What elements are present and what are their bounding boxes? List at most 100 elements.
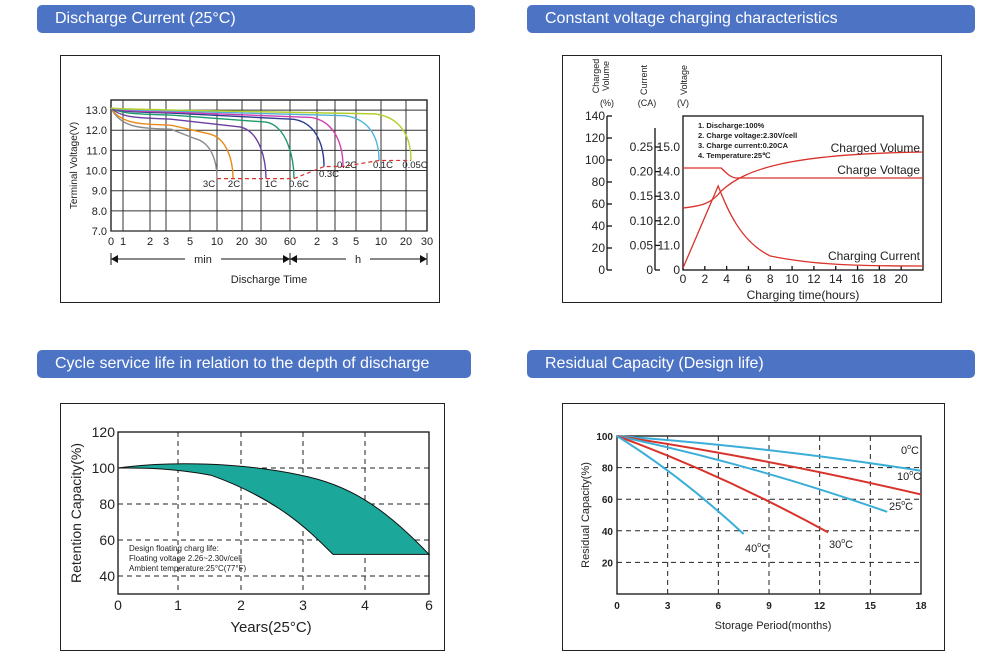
x-tick-label: 1 xyxy=(174,597,182,613)
axis2-tick-label: 0.20 xyxy=(630,165,654,179)
y-axis-label: Residual Capacity(%) xyxy=(580,462,592,568)
axis1-tick-label: 80 xyxy=(592,175,606,189)
y-tick-label: 60 xyxy=(99,532,115,548)
x-tick-label: 9 xyxy=(766,601,772,612)
x-tick-label: 3 xyxy=(665,601,671,612)
discharge-curve-2C xyxy=(110,107,234,179)
axis3-title: Voltage xyxy=(679,65,689,95)
celsius-sign: C xyxy=(761,543,769,555)
charging-chart: 02040608010012014000.050.100.150.200.250… xyxy=(585,59,924,302)
y-tick-label: 13.0 xyxy=(86,105,107,117)
x-tick-label: 14 xyxy=(829,272,843,286)
plot-frame xyxy=(682,115,924,271)
x-tick-label: 20 xyxy=(895,272,909,286)
residual-chart: 20 40 60 80 100 0 3 6 9 12 15 18 Residual Capacity(%… xyxy=(580,432,927,632)
curve-charging-current xyxy=(682,184,924,269)
x-tick-label: 6 xyxy=(745,272,752,286)
y-axis-label: Retention Capacity(%) xyxy=(68,443,84,583)
celsius-sign: C xyxy=(905,501,913,513)
y-tick-label: 8.0 xyxy=(92,206,107,218)
plot-frame xyxy=(616,435,922,595)
residual-curve-10 xyxy=(616,435,922,496)
y-tick-label: 40 xyxy=(99,568,115,584)
x-tick-label: 30 xyxy=(421,236,433,248)
plot-frame xyxy=(117,431,430,595)
axis1-title-b: Volume xyxy=(601,61,611,91)
axis3-tick-label: 15.0 xyxy=(657,140,681,154)
y-tick-label: 9.0 xyxy=(92,186,107,198)
axis1-tick-label: 140 xyxy=(585,109,605,123)
x-axis-label: Years(25°C) xyxy=(230,619,311,636)
discharge-curve-3C xyxy=(110,107,218,179)
y-tick-label: 10.0 xyxy=(86,166,107,178)
axis3-tick-label: 12.0 xyxy=(657,214,681,228)
y-axis-label: Terminal Voltage(V) xyxy=(69,122,80,209)
cycle-chart-panel: 40 60 80 100 120 0 1 2 3 4 6 Retention Capacity(%) Y… xyxy=(60,403,445,651)
curve-label: 0.6C xyxy=(289,179,309,190)
series-label-charging-current: Charging Current xyxy=(828,249,921,263)
x-axis-label: Charging time(hours) xyxy=(747,288,860,302)
header-discharge-current: Discharge Current (25°C) xyxy=(37,5,475,33)
axis2-tick-label: 0 xyxy=(646,263,653,277)
x-tick-label: 6 xyxy=(425,597,433,613)
retention-band xyxy=(117,463,431,555)
x-tick-label: 16 xyxy=(851,272,865,286)
axis2-tick-label: 0.10 xyxy=(630,214,654,228)
axis1-tick-label: 120 xyxy=(585,131,605,145)
x-tick-label: 0 xyxy=(680,272,687,286)
x-tick-label: 10 xyxy=(211,236,223,248)
condition-text: 2. Charge voltage:2.30V/cell xyxy=(698,131,797,140)
curve-label: 0.3C xyxy=(319,169,339,180)
curve-charged-volume xyxy=(682,151,924,209)
header-charging-title: Constant voltage charging characteristic… xyxy=(545,10,838,27)
x-tick-label: 10 xyxy=(785,272,799,286)
axis3-tick-label: 14.0 xyxy=(657,165,681,179)
x-tick-label: 3 xyxy=(299,597,307,613)
group-label-h: h xyxy=(355,254,361,266)
header-residual-title: Residual Capacity (Design life) xyxy=(545,355,764,372)
curve-charge-voltage xyxy=(683,167,923,179)
temp-label-0: 0oC xyxy=(901,444,919,457)
axis3-tick-label: 11.0 xyxy=(658,238,681,252)
discharge-curve-0.1C xyxy=(110,107,380,161)
y-tick-label: 80 xyxy=(99,496,115,512)
discharge-chart: 7.08.09.010.011.012.013.00 1 2 3 5 10 20 30 60 2 3… xyxy=(69,99,433,286)
y-tick-label: 100 xyxy=(92,460,116,476)
charging-chart-panel: 0 20 40 60 80 100 120 140 0 0.05 0.10 0.15 0.20 0.25 0… xyxy=(562,55,942,303)
condition-text: 4. Temperature:25℃ xyxy=(698,151,771,160)
note-text: Floating voltage 2.26~2.30v/cell xyxy=(129,554,242,563)
header-residual: Residual Capacity (Design life) xyxy=(527,350,975,378)
curve-label: 3C xyxy=(203,179,215,190)
degree-sign: o xyxy=(909,470,913,477)
x-tick-label: 60 xyxy=(284,236,296,248)
axis2-tick-label: 0.15 xyxy=(630,189,654,203)
curve-label: 0.1C xyxy=(373,160,393,171)
x-axis-label: Discharge Time xyxy=(231,274,307,286)
discharge-curve-0.2C xyxy=(110,107,344,167)
y-tick-label: 60 xyxy=(602,495,614,506)
temp-label-10: 10oC xyxy=(897,470,921,483)
axis1-tick-label: 40 xyxy=(592,219,606,233)
y-tick-label: 100 xyxy=(596,432,613,443)
x-tick-label: 3 xyxy=(332,236,338,248)
x-tick-label: 12 xyxy=(814,601,826,612)
condition-text: 3. Charge current:0.20CA xyxy=(698,141,789,150)
y-tick-label: 80 xyxy=(602,464,614,475)
degree-sign: o xyxy=(757,542,761,549)
degree-sign: o xyxy=(841,538,845,545)
group-label-min: min xyxy=(194,254,212,266)
label-bg xyxy=(346,252,370,266)
x-tick-label: 10 xyxy=(375,236,387,248)
axis1-unit: (%) xyxy=(600,98,614,108)
x-tick-label: 0 xyxy=(114,597,122,613)
discharge-curve-0.6C xyxy=(110,107,295,179)
residual-curve-0 xyxy=(616,435,922,472)
x-tick-label: 1 xyxy=(120,236,126,248)
residual-curve-25 xyxy=(616,435,888,513)
x-axis-label: Storage Period(months) xyxy=(715,620,832,632)
series-label-charged-volume: Charged Volume xyxy=(831,141,921,155)
curve-label: 0.2C xyxy=(337,160,357,171)
discharge-curve-0.05C xyxy=(110,107,412,161)
x-tick-label: 3 xyxy=(163,236,169,248)
x-tick-label: 0 xyxy=(108,236,114,248)
